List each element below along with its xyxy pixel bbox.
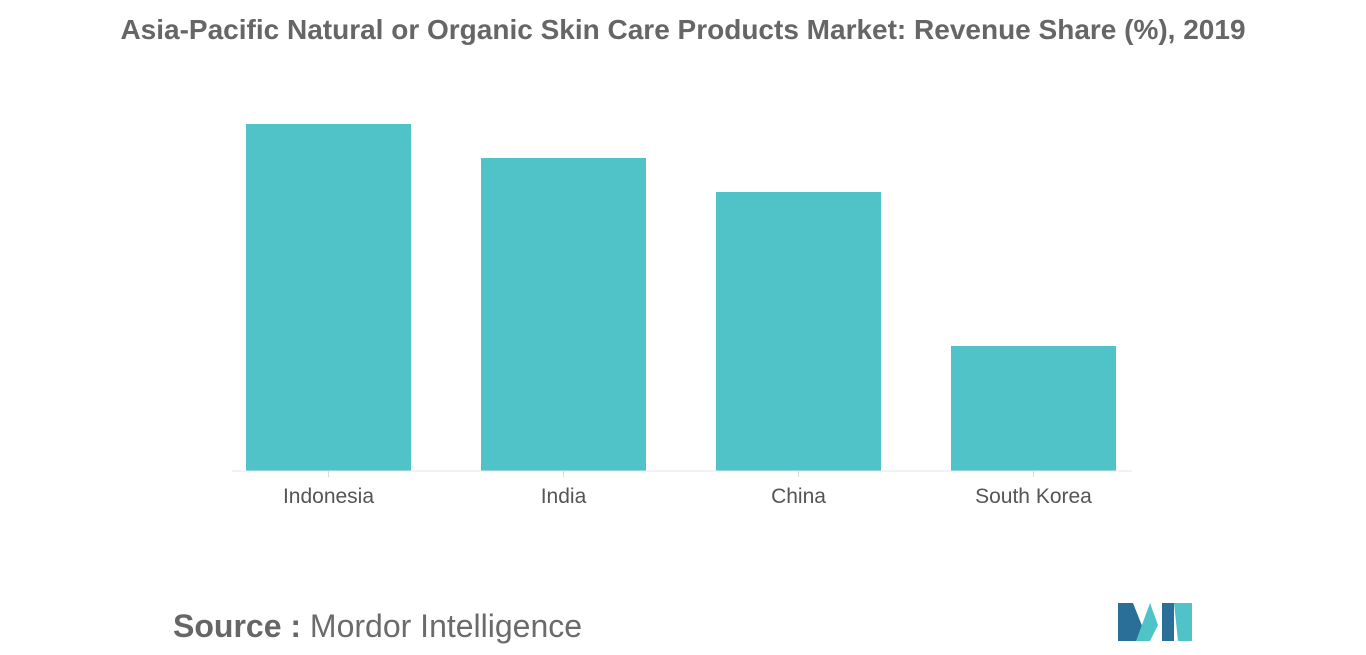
bars-group	[246, 124, 1116, 471]
mordor-intelligence-logo-icon	[1118, 603, 1192, 641]
source-note: Source : Mordor Intelligence	[173, 608, 582, 645]
bar-south-korea	[951, 346, 1116, 471]
logo-shape-center	[1136, 603, 1158, 641]
bar-china	[716, 192, 881, 471]
source-label: Source :	[173, 608, 302, 644]
source-name: Mordor Intelligence	[309, 608, 583, 644]
bar-chart: Indonesia India China South Korea	[232, 124, 1132, 508]
logo-shape-right	[1162, 603, 1174, 641]
x-tick-label: South Korea	[975, 485, 1092, 508]
x-tick-label: Indonesia	[283, 485, 374, 508]
bar-india	[481, 158, 646, 471]
bar-indonesia	[246, 124, 411, 471]
x-axis-labels: Indonesia India China South Korea	[283, 485, 1092, 508]
logo-shape-right-accent	[1174, 603, 1192, 641]
x-tick-label: China	[771, 485, 826, 508]
x-axis-ticks	[328, 471, 1034, 477]
chart-title: Asia-Pacific Natural or Organic Skin Car…	[120, 14, 1246, 45]
x-tick-label: India	[541, 485, 587, 508]
